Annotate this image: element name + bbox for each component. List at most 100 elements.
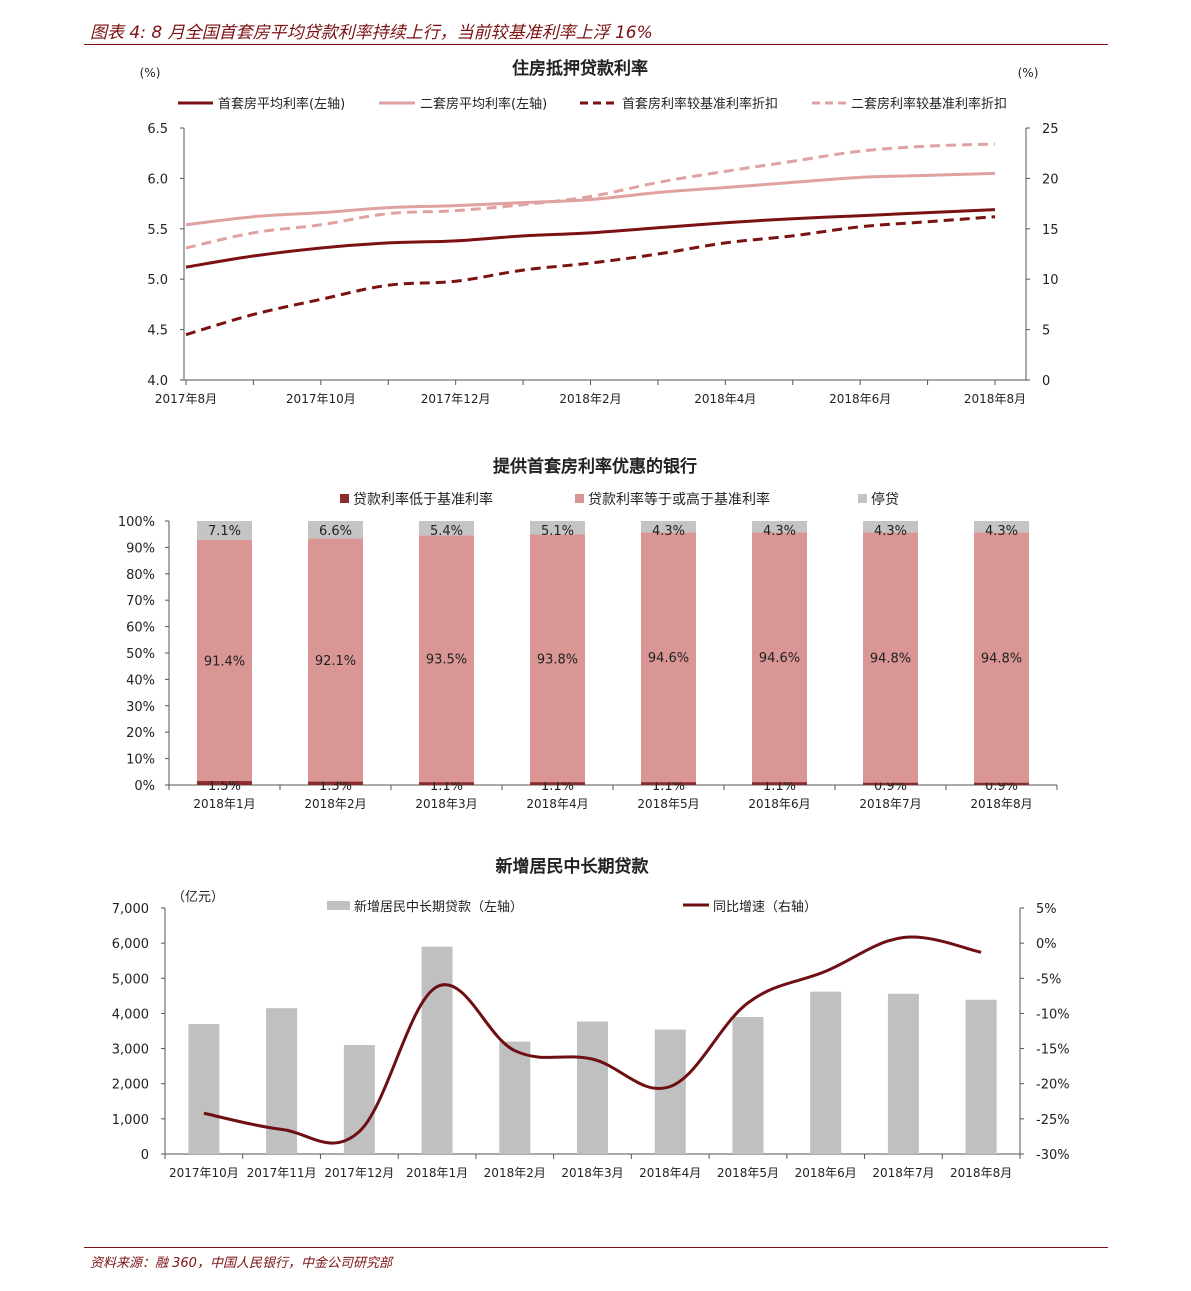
chart2-bar-segment: [308, 538, 363, 782]
source-note: 资料来源：融 360，中国人民银行，中金公司研究部: [90, 1256, 392, 1271]
chart2-bar-segment: [530, 534, 585, 783]
chart3-x-tick-label: 2017年11月: [247, 1166, 317, 1180]
chart2-legend-label: 贷款利率等于或高于基准利率: [588, 491, 770, 508]
chart3-x-tick-label: 2018年2月: [484, 1166, 546, 1180]
chart2-data-label: 5.4%: [430, 524, 463, 539]
chart2-data-label: 92.1%: [315, 654, 356, 669]
chart3-x-tick-label: 2018年3月: [561, 1166, 623, 1180]
chart3-bar: [421, 946, 453, 1154]
chart2-data-label: 1.1%: [652, 779, 685, 794]
figure-title: 图表 4: 8 月全国首套房平均贷款利率持续上行，当前较基准利率上浮 16%: [90, 23, 653, 43]
chart2-data-label: 94.6%: [759, 651, 800, 666]
chart1-legend-label: 首套房利率较基准利率折扣: [622, 96, 778, 112]
chart2-data-label: 1.5%: [208, 779, 241, 794]
chart2-bar-segment: [197, 539, 252, 782]
chart2-bar-segment: [308, 781, 363, 785]
chart1-right-tick-label: 10: [1042, 273, 1059, 288]
chart1-series-line: [185, 142, 996, 250]
chart3-bar: [343, 1045, 375, 1154]
chart2-y-tick-label: 70%: [126, 594, 155, 609]
chart2-y-tick-label: 30%: [126, 700, 155, 715]
chart3-legend-label-line: 同比增速（右轴）: [713, 900, 817, 915]
chart1-left-tick-label: 4.0: [147, 374, 168, 389]
chart2-data-label: 93.8%: [537, 652, 578, 667]
chart2-y-tick-label: 0%: [134, 779, 155, 794]
chart2-x-tick-label: 2018年1月: [193, 797, 255, 811]
chart2-data-label: 0.9%: [985, 779, 1018, 794]
chart2-bar-segment: [974, 521, 1029, 533]
chart1-legend-label: 二套房利率较基准利率折扣: [851, 96, 1007, 112]
chart3-x-tick-label: 2018年8月: [950, 1166, 1012, 1180]
chart3-right-tick-label: 5%: [1036, 902, 1057, 917]
chart2-x-tick-label: 2018年6月: [748, 797, 810, 811]
chart2-data-label: 4.3%: [763, 524, 796, 539]
chart2-legend-swatch: [340, 494, 349, 503]
chart3-right-tick-label: -30%: [1036, 1148, 1070, 1163]
chart2-bar-segment: [530, 782, 585, 785]
chart2-data-label: 4.3%: [985, 524, 1018, 539]
chart3-left-tick-label: 6,000: [112, 937, 149, 952]
chart2-bar-segment: [974, 532, 1029, 783]
chart1-right-tick-label: 20: [1042, 172, 1059, 187]
chart3-bar: [965, 999, 997, 1154]
chart3-right-tick-label: -5%: [1036, 972, 1061, 987]
chart2-data-label: 94.8%: [870, 651, 911, 666]
chart3-bar: [732, 1016, 764, 1154]
chart2-x-tick-label: 2018年3月: [415, 797, 477, 811]
chart3-left-tick-label: 4,000: [112, 1007, 149, 1022]
chart2-data-label: 91.4%: [204, 654, 245, 669]
chart1-right-unit: (%): [1018, 66, 1039, 80]
chart2-bar-segment: [197, 781, 252, 785]
chart1-x-tick-label: 2018年6月: [829, 392, 891, 406]
chart1-right-tick-label: 25: [1042, 122, 1059, 137]
chart3-left-tick-label: 3,000: [112, 1043, 149, 1058]
chart3-right-tick-label: -20%: [1036, 1078, 1070, 1093]
chart2-y-tick-label: 90%: [126, 541, 155, 556]
chart1-left-unit: (%): [140, 66, 161, 80]
chart3-title: 新增居民中长期贷款: [496, 856, 650, 877]
chart1-title: 住房抵押贷款利率: [512, 58, 648, 79]
chart3-bar: [499, 1041, 531, 1154]
chart2-legend-swatch: [575, 494, 584, 503]
chart1-right-tick-label: 15: [1042, 223, 1059, 238]
chart3-left-tick-label: 1,000: [112, 1113, 149, 1128]
chart2-data-label: 7.1%: [208, 524, 241, 539]
chart1-series-line: [185, 208, 996, 269]
chart2-data-label: 94.6%: [648, 651, 689, 666]
chart3-x-tick-label: 2018年7月: [872, 1166, 934, 1180]
chart2-bar-segment: [641, 532, 696, 783]
chart2-y-tick-label: 10%: [126, 753, 155, 768]
chart3-legend-label-bars: 新增居民中长期贷款（左轴）: [354, 899, 523, 915]
chart2-data-label: 4.3%: [874, 524, 907, 539]
chart1-legend-label: 首套房平均利率(左轴): [218, 96, 345, 112]
chart3-bar: [810, 991, 842, 1154]
chart1-x-tick-label: 2018年2月: [559, 392, 621, 406]
chart2-bar-segment: [974, 782, 1029, 785]
chart2-bar-segment: [641, 521, 696, 533]
chart3-x-tick-label: 2018年6月: [795, 1166, 857, 1180]
chart1-x-tick-label: 2017年12月: [421, 392, 491, 406]
chart3-left-tick-label: 0: [141, 1148, 149, 1163]
chart3-x-tick-label: 2018年1月: [406, 1166, 468, 1180]
chart3-right-tick-label: -25%: [1036, 1113, 1070, 1128]
chart3-left-tick-label: 2,000: [112, 1078, 149, 1093]
chart1-left-tick-label: 6.5: [147, 122, 168, 137]
chart2-legend-label: 贷款利率低于基准利率: [353, 491, 493, 508]
chart2-y-tick-label: 50%: [126, 647, 155, 662]
chart2-legend-swatch: [858, 494, 867, 503]
chart3-left-tick-label: 7,000: [112, 902, 149, 917]
chart2-bar-segment: [752, 782, 807, 785]
chart2-bar-segment: [863, 782, 918, 785]
chart2-bar-segment: [530, 521, 585, 535]
chart3-x-tick-label: 2018年4月: [639, 1166, 701, 1180]
chart2-data-label: 1.1%: [430, 779, 463, 794]
chart3-x-tick-label: 2018年5月: [717, 1166, 779, 1180]
chart1-left-tick-label: 5.5: [147, 223, 168, 238]
chart2-bar-segment: [863, 532, 918, 783]
chart2-bar-segment: [419, 521, 474, 536]
chart2-title: 提供首套房利率优惠的银行: [493, 456, 697, 477]
chart1-right-tick-label: 0: [1042, 374, 1050, 389]
chart1-left-tick-label: 5.0: [147, 273, 168, 288]
chart1-legend-label: 二套房平均利率(左轴): [420, 96, 547, 112]
